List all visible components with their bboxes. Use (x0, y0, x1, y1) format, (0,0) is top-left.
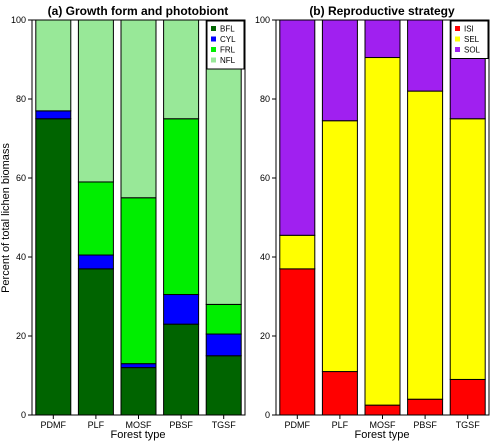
bar-segment-nfl-mosf (120, 19, 157, 199)
y-tick-label: 100 (255, 15, 270, 25)
y-tick-label: 40 (16, 252, 26, 262)
legend-swatch-frl (211, 47, 216, 52)
y-tick-label: 60 (16, 173, 26, 183)
bar-segment-cyl-pdmf (35, 110, 72, 120)
x-tick-label: PDMF (285, 420, 311, 430)
bar-segment-frl-pbsf (163, 118, 200, 296)
plot-frame (31, 19, 246, 416)
x-tick-label: PBSF (413, 420, 437, 430)
y-tick-label: 20 (16, 331, 26, 341)
legend-label-isi: ISI (464, 25, 474, 34)
legend-swatch-cyl (211, 36, 216, 42)
bar-segment-cyl-tgsf (205, 333, 242, 357)
bar-segment-bfl-tgsf (205, 355, 242, 416)
y-tick-label: 60 (260, 173, 270, 183)
bar-segment-sol-pbsf (407, 19, 444, 92)
bar-segment-sel-pbsf (407, 90, 444, 400)
bar-segment-bfl-mosf (120, 367, 157, 416)
bar-segment-cyl-mosf (120, 363, 157, 369)
bar-segment-isi-pbsf (407, 398, 444, 416)
legend-swatch-sel (455, 36, 460, 42)
legend-label-cyl: CYL (220, 35, 236, 44)
bar-segment-frl-mosf (120, 197, 157, 365)
bar-segment-sel-pdmf (279, 234, 316, 270)
bar-segment-sol-mosf (364, 19, 401, 59)
bar-segment-sol-pdmf (279, 19, 316, 236)
x-tick-label: PLF (88, 420, 105, 430)
y-tick-label: 80 (260, 94, 270, 104)
x-tick-label: PDMF (41, 420, 67, 430)
plot-frame (275, 19, 490, 416)
x-tick-label: PBSF (169, 420, 193, 430)
bar-segment-isi-mosf (364, 404, 401, 416)
x-tick-label: TGSF (212, 420, 237, 430)
bar-segment-cyl-plf (77, 254, 114, 270)
bar-segment-sel-plf (321, 120, 358, 373)
chart-title-b: (b) Reproductive strategy (309, 4, 455, 18)
y-tick-label: 80 (16, 94, 26, 104)
x-tick-label: MOSF (370, 420, 397, 430)
x-tick-label: MOSF (126, 420, 153, 430)
legend-swatch-bfl (211, 26, 216, 31)
y-tick-label: 0 (265, 410, 270, 420)
legend-label-frl: FRL (220, 46, 236, 55)
bar-segment-frl-tgsf (205, 303, 242, 335)
bar-segment-nfl-pdmf (35, 19, 72, 112)
bar-segment-sel-tgsf (449, 118, 486, 380)
bar-segment-isi-tgsf (449, 378, 486, 416)
legend-label-sol: SOL (464, 46, 481, 55)
legend-swatch-nfl (211, 57, 216, 63)
legend-label-nfl: NFL (220, 56, 236, 65)
y-tick-label: 40 (260, 252, 270, 262)
y-tick-label: 20 (260, 331, 270, 341)
y-tick-label: 0 (21, 410, 26, 420)
x-tick-label: TGSF (456, 420, 481, 430)
bar-segment-bfl-pdmf (35, 118, 72, 416)
bar-segment-bfl-plf (77, 268, 114, 416)
x-axis-label-a: Forest type (110, 429, 165, 441)
bar-segment-isi-pdmf (279, 268, 316, 416)
bar-segment-cyl-pbsf (163, 294, 200, 325)
legend-label-bfl: BFL (220, 25, 235, 34)
y-axis-label: Percent of total lichen biomass (0, 143, 12, 293)
x-tick-label: PLF (332, 420, 349, 430)
bar-segment-frl-plf (77, 181, 114, 256)
bar-segment-isi-plf (321, 371, 358, 416)
bar-segment-sol-plf (321, 19, 358, 122)
chart-title-a: (a) Growth form and photobiont (48, 4, 229, 18)
bar-segment-sel-mosf (364, 57, 401, 406)
legend-swatch-isi (455, 26, 460, 31)
bar-segment-nfl-pbsf (163, 19, 200, 120)
legend-swatch-sol (455, 47, 460, 52)
x-axis-label-b: Forest type (354, 429, 409, 441)
y-tick-label: 100 (11, 15, 26, 25)
bar-segment-nfl-plf (77, 19, 114, 183)
legend-label-sel: SEL (464, 35, 480, 44)
bar-segment-bfl-pbsf (163, 323, 200, 416)
